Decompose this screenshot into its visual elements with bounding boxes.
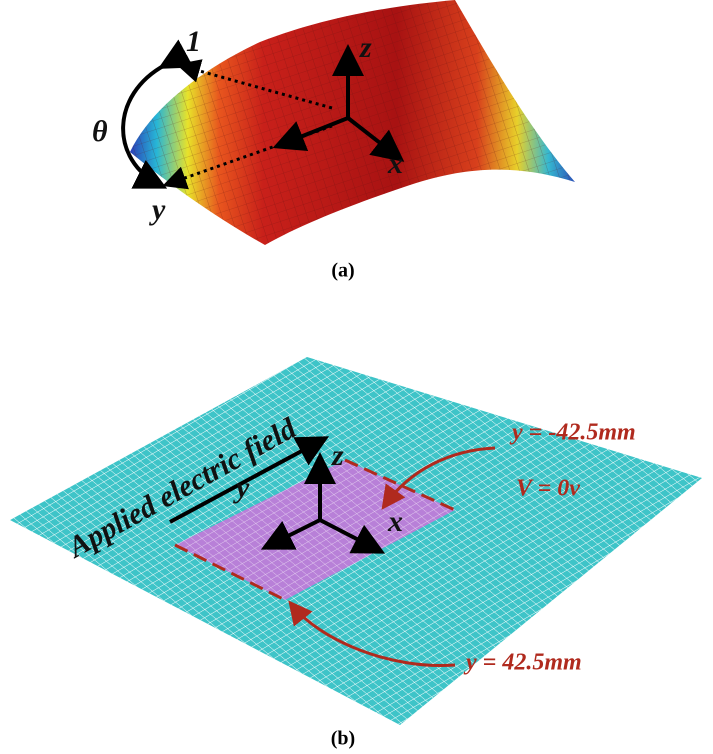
caption-b: (b): [331, 728, 355, 750]
caption-a: (a): [331, 260, 354, 282]
label-theta: θ: [92, 115, 108, 148]
label-z-b: z: [331, 439, 344, 472]
label-x: x: [387, 147, 403, 180]
label-1: 1: [186, 25, 201, 58]
figure: 1 z θ x y (a) z y x Applied electric fie…: [0, 0, 713, 754]
top-boundary: y = -42.5mm: [509, 420, 636, 446]
bottom-boundary: y = 42.5mm: [463, 650, 582, 676]
label-y: y: [149, 193, 166, 226]
label-x-b: x: [387, 505, 403, 538]
panel-b: z y x Applied electric field y = -42.5mm…: [10, 357, 702, 750]
panel-a: 1 z θ x y (a): [92, 0, 575, 282]
label-z: z: [359, 31, 372, 64]
top-voltage: V = 0v: [516, 476, 580, 502]
